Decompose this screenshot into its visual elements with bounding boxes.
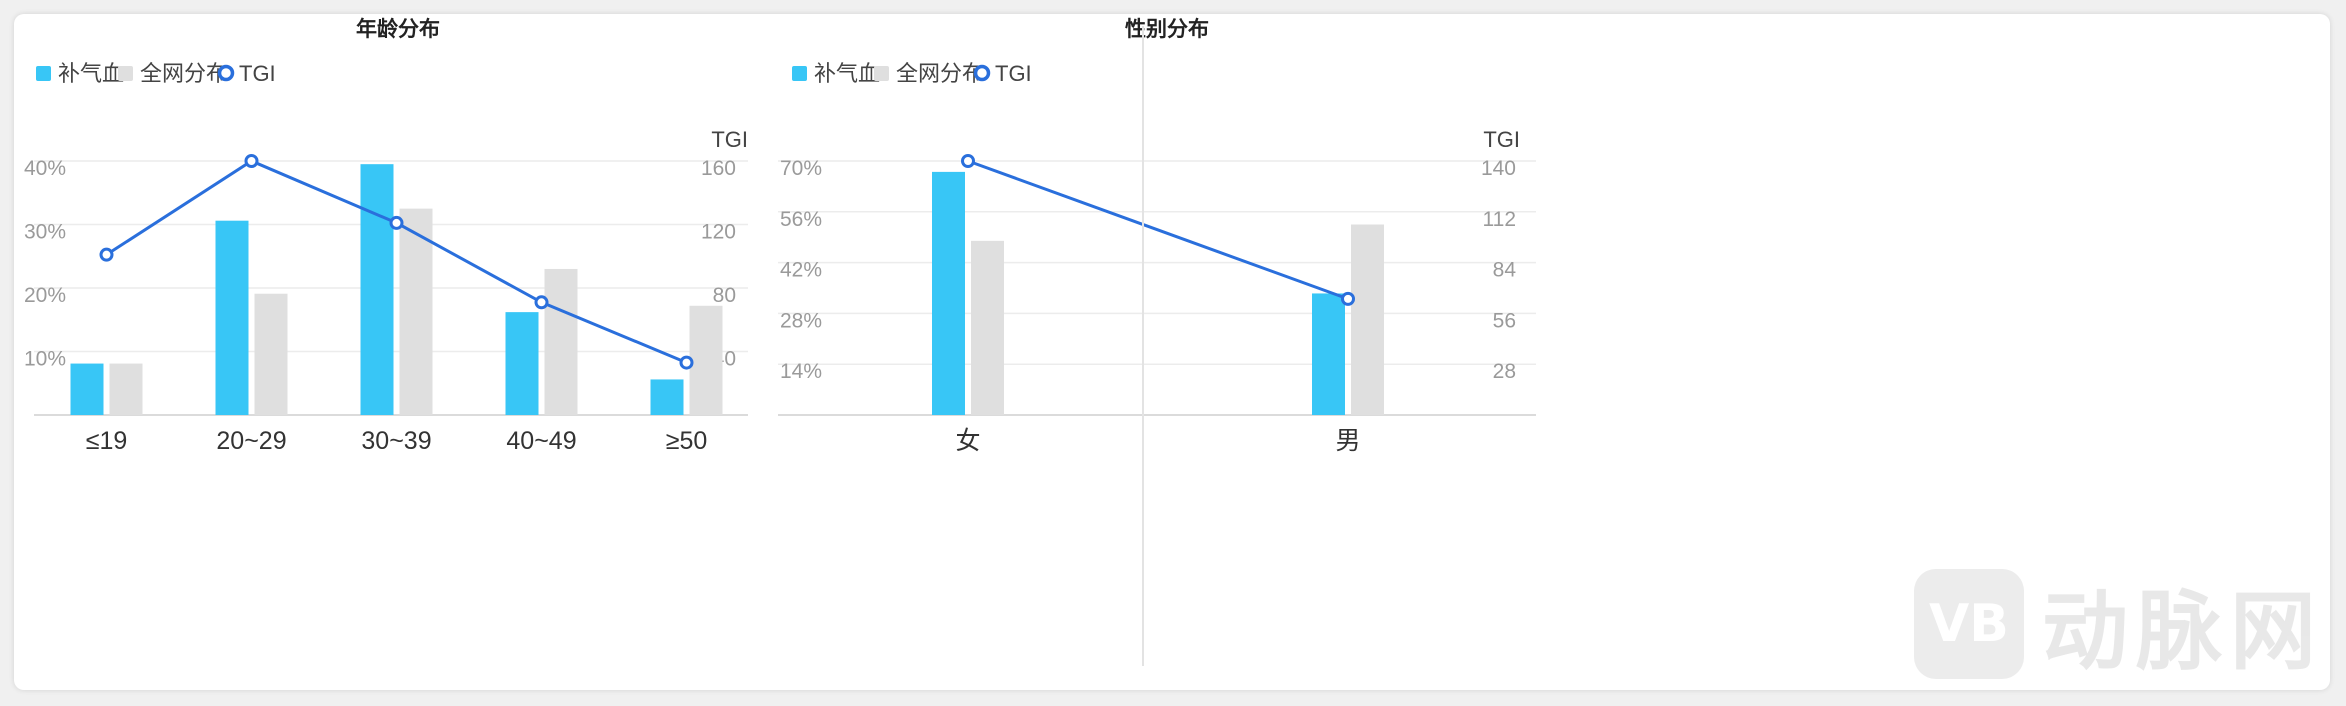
watermark-logo: VB [1914,568,2024,679]
panel1-bar-series2 [544,268,578,415]
panel1-bar-series1 [505,312,539,415]
panel2-y-tick-label: 28% [780,309,822,332]
panel2-legend-swatch-2 [874,66,889,81]
panel1-bar-series1 [360,164,394,415]
panel1-bar-series2 [254,293,288,415]
panel2-tgi-point [1341,291,1355,306]
watermark-text: 动脉网 [2042,582,2324,682]
chart-card: 年龄分布 补气血 全网分布 TGI TGI 10% 40 20% 80 30% 120 40% 160 ≤… [14,14,2330,690]
panel1-tgi-point [244,154,259,168]
panel1-legend-marker-tgi [217,64,235,82]
panel1-y-tick-label: 20% [24,284,66,307]
panel2-bar-series2 [971,240,1004,415]
panel2-y2-tick-label: 84 [1493,259,1517,282]
panel2-x-tick-label: 女 [955,427,980,455]
panel2-y2-tick-label: 140 [1481,157,1516,180]
panel1-tgi-line [105,159,688,364]
panel2-y-tick-label: 14% [780,360,822,383]
panel1-y2-tick-label: 160 [701,157,736,180]
panel1-bar-series1 [650,379,684,415]
panel1-legend-swatch-1 [36,66,51,81]
panel2-y2-tick-label: 56 [1493,309,1516,332]
panel1-y2-tick-label: 120 [701,221,736,244]
panel1-y-tick-label: 30% [24,221,66,244]
panel1-x-tick-label: 20~29 [216,427,286,455]
panel2-y2-tick-label: 112 [1483,208,1516,231]
panel1-x-tick-label: ≤19 [86,427,128,455]
panel2-y-tick-label: 56% [780,208,822,231]
panel2-y-tick-label: 42% [780,259,822,282]
panel2-bar-series1 [1312,293,1345,415]
panel1-y2-tick-label: 80 [713,284,736,307]
panel2-y2-axis-title: TGI [1483,127,1520,152]
panel2-tgi-line [967,159,1349,301]
panel1-bar-series1 [70,363,104,415]
panel1-legend-label-1: 补气血 [58,61,124,86]
panel1-chart-title: 年龄分布 [356,17,440,41]
panel2-y-tick-label: 70% [780,157,822,180]
panel2-legend-label-tgi: TGI [995,61,1032,86]
panel1-y2-axis-title: TGI [711,127,748,152]
panel2-tgi-point [961,154,975,168]
panel2-legend-marker-tgi [973,64,991,82]
panel2-chart-title: 性别分布 [1125,17,1209,41]
panel1-legend-swatch-2 [118,66,133,81]
panel1-bar-series2 [109,363,143,415]
panel1-bar-series2 [399,208,433,415]
panel1-tgi-point [534,295,549,310]
panel2-legend-label-2: 全网分布 [896,61,984,86]
panel1-x-tick-label: ≥50 [666,427,708,455]
watermark: VB 动脉网 [1914,561,2324,686]
panel1-y-tick-label: 10% [24,348,66,371]
panel1-x-tick-label: 30~39 [361,427,431,455]
panel2-bar-series1 [932,171,965,415]
panel1-bar-series1 [215,220,249,415]
panel1-y-tick-label: 40% [24,157,66,180]
panel1-bar-series2 [689,305,723,415]
panel1-x-tick-label: 40~49 [506,427,576,455]
panel1-legend-label-tgi: TGI [239,61,276,86]
panel2-legend-label-1: 补气血 [814,61,880,86]
panel1-tgi-point [389,215,404,230]
panel1-tgi-point [99,247,114,262]
panel1-tgi-point [679,355,694,370]
panel2-legend-swatch-1 [792,66,807,81]
panel2-y2-tick-label: 28 [1493,360,1516,383]
panel1-legend-label-2: 全网分布 [140,61,228,86]
panel-divider [1142,26,1144,666]
panel2-bar-series2 [1351,224,1384,415]
panel2-x-tick-label: 男 [1335,427,1360,455]
